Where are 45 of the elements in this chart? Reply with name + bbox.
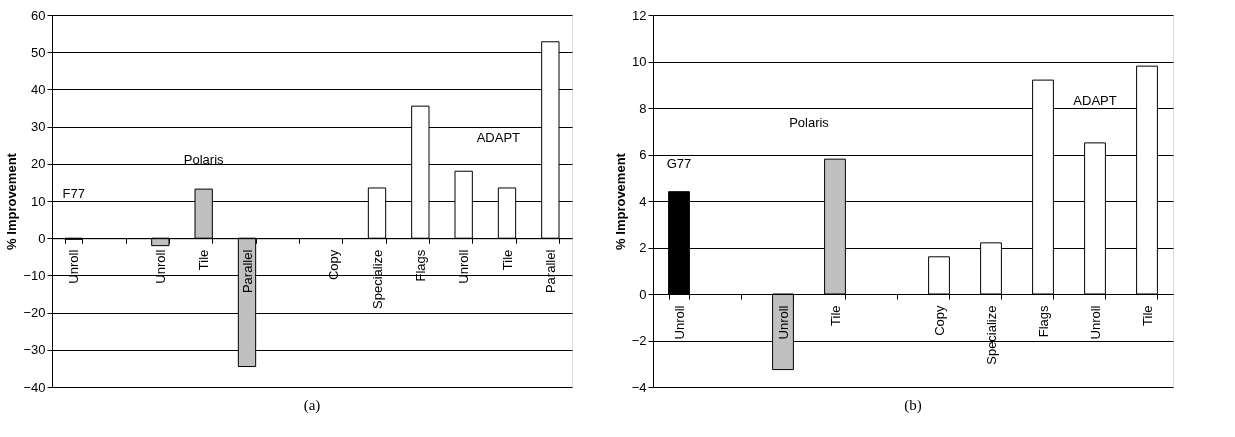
- y-tick-label: 0: [639, 286, 647, 302]
- x-tick-label: Flags: [412, 249, 428, 282]
- y-axis-title: % Improvement: [4, 152, 20, 250]
- y-tick-label: 0: [38, 230, 46, 246]
- x-tick-label: Copy: [931, 305, 947, 336]
- y-tick-label: −20: [23, 305, 46, 321]
- text: F77: [62, 185, 85, 201]
- x-tick-label: Specialize: [983, 305, 999, 365]
- x-tick-label: Parallel: [542, 249, 558, 294]
- series-label: ADAPT: [476, 129, 521, 145]
- x-tick-label: Tile: [499, 249, 515, 271]
- y-tick-label: 30: [31, 119, 46, 135]
- y-tick-label: 6: [639, 147, 647, 162]
- y-tick-label: 20: [31, 156, 46, 172]
- series-label: Polaris: [183, 152, 225, 168]
- text: (b): [904, 397, 922, 414]
- y-tick-label: 50: [31, 44, 46, 60]
- x-tick-label: Tile: [1139, 305, 1155, 326]
- y-tick-label: 4: [639, 193, 647, 209]
- x-tick-label: Tile: [196, 249, 212, 271]
- y-tick-label: 12: [632, 7, 647, 23]
- series-label: ADAPT: [1073, 92, 1117, 108]
- x-tick-label: Unroll: [1087, 305, 1103, 340]
- y-tick-label: −4: [631, 379, 647, 395]
- y-tick-label: −40: [23, 379, 46, 395]
- y-tick-label: −30: [23, 342, 46, 358]
- x-tick-label: Tile: [827, 305, 843, 326]
- y-tick-label: 40: [31, 81, 46, 97]
- y-tick-label: 60: [31, 7, 46, 23]
- x-tick-label: Flags: [1035, 305, 1051, 338]
- y-axis-title: % Improvement: [612, 152, 628, 250]
- x-tick-label: Unroll: [671, 305, 687, 340]
- y-tick-label: −10: [23, 267, 46, 283]
- text: Polaris: [789, 114, 830, 130]
- x-tick-label: Parallel: [239, 249, 255, 294]
- y-tick-label: 10: [632, 54, 647, 69]
- x-tick-label: Unroll: [775, 305, 791, 340]
- y-tick-label: 8: [639, 100, 647, 116]
- y-tick-label: 10: [31, 193, 46, 209]
- x-tick-label: Copy: [326, 249, 342, 281]
- y-tick-label: 2: [639, 240, 647, 255]
- x-tick-label: Specialize: [369, 249, 385, 309]
- y-tick-label: −2: [631, 333, 647, 348]
- text: (a): [303, 397, 321, 414]
- series-label: G77: [666, 155, 692, 171]
